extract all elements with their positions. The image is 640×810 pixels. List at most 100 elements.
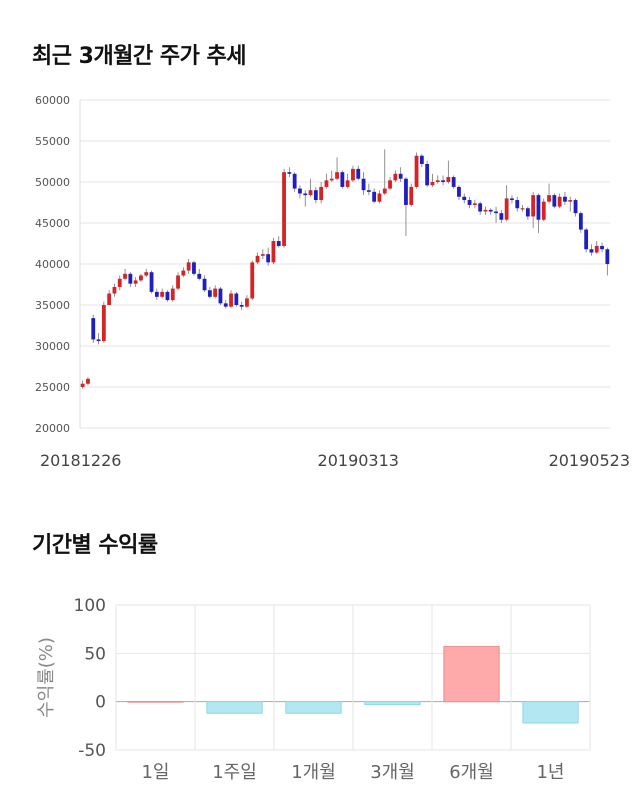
candle-body [388, 180, 392, 189]
candle-body [154, 291, 159, 297]
candle-body [80, 383, 85, 387]
candle-body [287, 172, 292, 174]
return-bar [364, 701, 421, 706]
return-bar [285, 701, 342, 714]
candle-body [112, 286, 117, 294]
candle-body [435, 180, 440, 182]
candle-body [101, 305, 106, 342]
candle-body [382, 188, 387, 194]
candle-body [472, 203, 477, 205]
candle-body [319, 186, 324, 201]
candle-body [430, 182, 435, 186]
price-chart-title: 최근 3개월간 주가 추세 [32, 44, 246, 69]
candle-body [313, 190, 318, 201]
candle-body [536, 195, 541, 220]
candle-body [605, 249, 610, 264]
candle-body [457, 186, 461, 197]
returns-chart-title: 기간별 수익률 [32, 533, 158, 558]
candle-body [393, 173, 398, 181]
candle-body [425, 163, 430, 186]
return-bar [522, 701, 579, 724]
candle-body [223, 303, 228, 307]
candle-body [229, 293, 233, 307]
candle-body [557, 196, 562, 207]
y-tick-label: 100 [74, 596, 106, 616]
candle-body [186, 262, 191, 271]
x-category-label: 1개월 [291, 762, 336, 783]
candle-body [600, 245, 604, 250]
candle-body [298, 188, 302, 194]
candle-body [366, 190, 371, 192]
candle-body [478, 203, 483, 212]
candle-body [250, 262, 255, 299]
y-tick-label: 40000 [35, 258, 70, 271]
candle-body [303, 193, 308, 196]
candle-body [255, 255, 260, 263]
candle-body [356, 168, 361, 179]
candle-body [377, 193, 382, 202]
candle-body [404, 178, 408, 205]
candle-body [160, 291, 165, 297]
candle-body [525, 208, 530, 217]
candle-body [409, 186, 414, 205]
candle-body [329, 178, 334, 181]
x-tick-label: 20181226 [40, 451, 121, 470]
candle-body [531, 195, 536, 217]
candle-body [467, 200, 472, 205]
candle-body [96, 339, 101, 342]
candle-body [192, 262, 196, 274]
candle-body [239, 305, 244, 307]
return-bar [206, 701, 263, 714]
candle-body [594, 245, 599, 253]
candle-body [351, 168, 355, 181]
x-category-label: 6개월 [449, 762, 494, 783]
candle-body [541, 201, 546, 220]
candle-body [165, 291, 170, 301]
candle-body [144, 272, 149, 276]
candle-body [340, 172, 345, 187]
candle-body [128, 273, 133, 284]
candle-body [207, 290, 212, 297]
candle-body [345, 180, 350, 187]
x-category-label: 3개월 [370, 762, 415, 783]
candle-body [170, 288, 175, 301]
candle-body [213, 288, 218, 297]
candle-body [372, 191, 377, 202]
candle-body [266, 254, 271, 263]
candle-body [573, 200, 578, 214]
y-tick-label: 50 [84, 644, 106, 664]
candle-body [483, 209, 488, 212]
candle-body [245, 298, 249, 307]
y-tick-label: 55000 [35, 135, 70, 148]
candle-body [494, 211, 498, 214]
candle-body [91, 318, 96, 340]
candle-body [462, 196, 467, 201]
candle-body [451, 177, 456, 187]
candle-body [260, 254, 265, 256]
candle-body [419, 155, 424, 164]
y-tick-label: 35000 [35, 299, 70, 312]
return-bar [443, 646, 500, 703]
candle-body [361, 178, 366, 191]
candle-body [499, 213, 504, 220]
candle-body [488, 209, 493, 212]
candle-body [563, 196, 567, 202]
y-tick-label: 0 [95, 693, 106, 713]
candle-body [149, 272, 154, 292]
candle-body [504, 198, 509, 220]
x-tick-label: 20190313 [318, 451, 399, 470]
candle-body [86, 378, 90, 384]
y-tick-label: 45000 [35, 217, 70, 230]
y-tick-label: -50 [78, 741, 106, 761]
candle-body [292, 173, 297, 189]
candle-body [271, 241, 276, 263]
candle-body [335, 172, 339, 179]
candle-body [446, 177, 451, 182]
candle-body [181, 270, 186, 276]
candle-body [584, 229, 589, 250]
candle-body [552, 195, 557, 207]
candle-body [589, 249, 594, 253]
candle-body [414, 155, 419, 187]
candle-body [139, 275, 143, 281]
candle-body [276, 241, 281, 246]
